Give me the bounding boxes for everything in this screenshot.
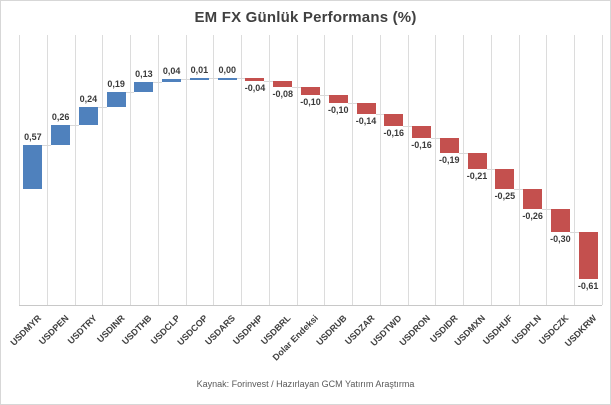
x-axis-line [19,305,602,306]
bar-USDIDR [439,138,459,154]
bar-value-label: -0,19 [439,155,460,166]
x-axis-label: USDPLN [509,313,543,347]
connector-line [431,138,440,139]
bar-value-label: -0,10 [327,104,349,115]
bar-value-label: -0,25 [494,190,516,201]
bar-value-label: -0,08 [272,89,293,100]
bar-value-label: 0,00 [218,65,236,76]
gridline [19,35,20,305]
bar-USDRON [412,126,432,139]
bar-value-label: 0,57 [24,132,42,143]
gridline [157,35,159,305]
gridline [574,35,576,305]
gridline [46,35,48,305]
connector-line [153,82,163,83]
bar-USDCZK [550,208,570,232]
bar-value-label: 0,19 [107,79,125,90]
bar-value-label: -0,30 [550,233,571,244]
bar-value-label: 0,24 [79,93,98,104]
connector-line [542,209,551,210]
bar-value-label: -0,04 [244,83,266,94]
bar-value-label: -0,16 [411,140,432,151]
bar-USDTHB [134,82,154,93]
connector-line [264,81,274,82]
connector-line [320,95,329,96]
bar-value-label: -0,14 [355,115,377,126]
bar-USDZAR [356,102,376,114]
connector-line [458,153,468,154]
bar-USDARS [217,78,237,81]
bar-USDRUB [328,95,348,103]
connector-line [70,125,79,126]
bar-value-label: 0,01 [190,65,209,76]
gridline [130,35,132,305]
gridline [518,35,520,305]
connector-line [236,78,246,79]
bar-value-label: 0,04 [162,65,181,76]
gridline [407,35,409,305]
connector-line [514,189,524,190]
gridline [102,35,104,305]
chart-title: EM FX Günlük Performans (%) [194,9,417,26]
bar-value-label: 0,26 [51,112,70,123]
bar-value-label: -0,61 [577,280,599,291]
gridline [352,35,354,305]
gridline [463,35,465,305]
x-axis-label: USDHUF [481,313,515,347]
connector-line [569,232,579,233]
bar-USDMXN [467,153,487,170]
gridline [213,35,215,305]
x-axis-label: USDRUB [314,313,349,348]
gridline [185,35,187,305]
gridline [379,35,381,305]
connector-line [125,92,135,93]
connector-line [181,79,190,80]
source-note: Kaynak: Forinvest / Hazırlayan GCM Yatır… [196,379,415,389]
connector-line [486,169,496,170]
bar-value-label: -0,10 [300,97,321,108]
bar-USDCOP [189,78,209,81]
gridline [435,35,437,305]
bar-USDMYR [23,145,43,190]
gridline [324,35,326,305]
bar-value-label: -0,26 [522,210,543,221]
bar-USDPLN [523,188,543,209]
gridline [268,35,270,305]
bar-USDKRW [578,231,598,279]
bar-USDCLP [162,78,182,83]
bar-USDINR [106,92,126,107]
gridline [74,35,76,305]
bar-USDPHP [245,78,265,82]
connector-line [375,114,385,115]
connector-line [97,107,107,108]
x-axis-label: USDMYR [8,313,43,348]
connector-line [347,103,357,104]
bar-value-label: -0,21 [466,171,488,182]
gridline [602,35,603,305]
bar-USDTWD [384,113,404,126]
connector-line [403,126,413,127]
bar-USDBRL [273,81,293,88]
gridline [296,35,298,305]
connector-line [42,145,52,146]
bar-USDTRY [78,106,98,126]
x-axis-label: USDPEN [37,313,71,347]
bar-value-label: 0,13 [135,69,153,80]
gridline [546,35,548,305]
connector-line [292,87,301,88]
connector-line [208,78,218,79]
gridline [490,35,492,305]
bar-USDPEN [51,125,71,146]
bar-Dolar-Endeksi [301,87,320,96]
x-axis-label: USDTRY [65,313,99,347]
bar-value-label: -0,16 [383,128,405,139]
bar-USDHUF [495,169,515,189]
gridline [241,35,243,305]
